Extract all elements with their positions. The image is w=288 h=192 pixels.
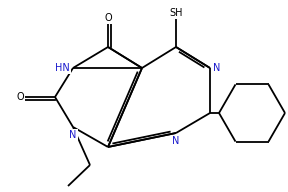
- Text: O: O: [104, 13, 112, 23]
- Text: O: O: [16, 92, 24, 102]
- Text: N: N: [69, 130, 77, 140]
- Text: HN: HN: [55, 63, 70, 73]
- Text: N: N: [213, 63, 220, 73]
- Text: SH: SH: [169, 8, 183, 18]
- Text: N: N: [172, 136, 180, 146]
